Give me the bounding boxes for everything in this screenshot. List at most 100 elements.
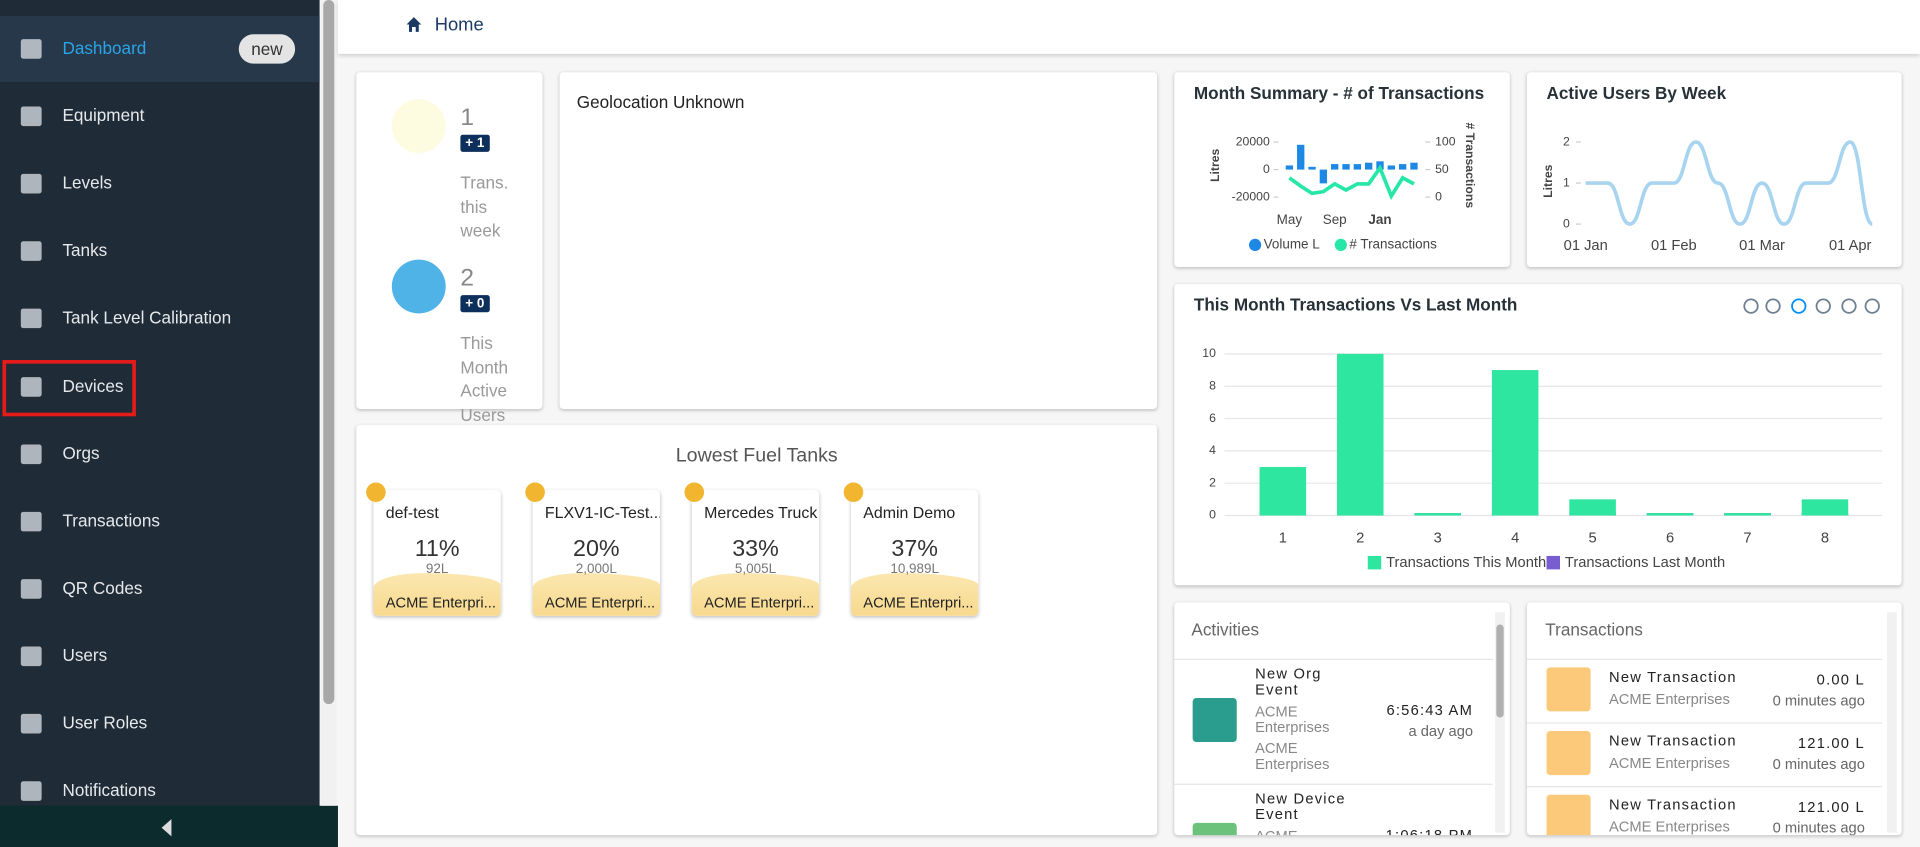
x-tick-label: 2 xyxy=(1356,531,1364,547)
activity-org: ACME xyxy=(1255,828,1341,835)
y-tick-label: 2 xyxy=(1209,475,1216,489)
transaction-ago: 0 minutes ago xyxy=(1772,691,1865,709)
y-tick-label: 1 xyxy=(1563,175,1570,189)
nav-icon xyxy=(20,646,42,666)
nav-item[interactable]: Users xyxy=(62,645,108,665)
nav-icon xyxy=(20,309,42,329)
activity-icon xyxy=(1192,822,1237,836)
activity-icon xyxy=(1192,697,1237,743)
nav-icon xyxy=(20,174,42,194)
nav-item[interactable]: Tanks xyxy=(62,240,108,260)
bar xyxy=(1410,162,1418,170)
scroll-thumb xyxy=(1496,624,1504,718)
nav-item[interactable]: User Roles xyxy=(62,712,148,733)
nav-item[interactable]: Orgs xyxy=(62,442,100,463)
stats-card xyxy=(356,72,543,409)
bar xyxy=(1491,370,1539,516)
y-tick-label: 0 xyxy=(1563,216,1570,230)
y-tick-label: 20000 xyxy=(1236,134,1270,148)
tank-name: Admin Demo xyxy=(863,503,956,522)
transaction-icon[interactable] xyxy=(1546,731,1591,776)
nav-icon xyxy=(20,39,42,59)
tank-level: 20% xyxy=(573,536,620,563)
transaction-amount: 121.00 L xyxy=(1797,734,1865,752)
month-summary-card xyxy=(1174,72,1510,267)
line xyxy=(1585,140,1874,226)
nav-item[interactable]: Equipment xyxy=(62,105,145,126)
nav-item[interactable]: Notifications xyxy=(62,780,156,800)
nav-icon xyxy=(20,241,42,262)
x-tick-label: 1 xyxy=(1279,531,1287,547)
tank-card[interactable]: Mercedes Truck 33% 5,005L ACME Enterpri... xyxy=(691,489,820,616)
geo-card: Geolocation Unknown xyxy=(559,72,1158,409)
stat-icon xyxy=(391,259,446,314)
nav-item[interactable]: Devices xyxy=(62,375,124,395)
nav-item[interactable]: Levels xyxy=(62,172,113,193)
toolbar-icon xyxy=(1841,298,1857,314)
bar xyxy=(1398,164,1407,170)
x-tick-label: 7 xyxy=(1743,531,1751,547)
bar xyxy=(1387,165,1396,170)
bar xyxy=(1569,499,1616,516)
home-icon xyxy=(406,17,422,32)
transaction-ago: 0 minutes ago xyxy=(1772,755,1865,773)
bar xyxy=(1285,165,1294,170)
tank-card[interactable]: FLXV1-IC-Test... 20% 2,000L ACME Enterpri..… xyxy=(532,489,661,616)
bar xyxy=(1414,513,1461,516)
tank-card[interactable]: Admin Demo 37% 10,989L ACME Enterpri... xyxy=(851,489,979,616)
tank-level: 37% xyxy=(891,536,938,563)
y-tick-label: 0 xyxy=(1263,162,1270,176)
nav-item[interactable]: QR Codes xyxy=(62,577,143,598)
transaction-org: ACME Enterprises xyxy=(1608,690,1730,708)
stat-value: 1 xyxy=(460,104,475,132)
nav-item[interactable]: Transactions xyxy=(62,510,160,530)
bar xyxy=(1646,513,1694,516)
x-tick-label: May xyxy=(1277,212,1303,227)
transaction-icon[interactable] xyxy=(1546,794,1591,836)
scroll-thumb[interactable] xyxy=(323,0,335,705)
x-tick-label: 01 Feb xyxy=(1651,238,1697,254)
transactions-card: Transactions New Transaction ACME Enterpri… xyxy=(1526,602,1902,836)
y-tick-label: 8 xyxy=(1209,378,1216,392)
transaction-ago: 0 minutes ago xyxy=(1772,819,1865,836)
tank-level: 33% xyxy=(732,536,779,563)
transaction-amount: 121.00 L xyxy=(1797,798,1865,816)
divider xyxy=(1174,658,1493,661)
tank-fill xyxy=(532,573,661,616)
nav-badge: new xyxy=(238,34,296,64)
warning-badge xyxy=(366,482,386,503)
transaction-icon[interactable] xyxy=(1546,667,1591,712)
chart-title: Month Summary - # of Transactions xyxy=(1194,83,1484,103)
tank-volume: 92L xyxy=(425,562,449,577)
geo-text: Geolocation Unknown xyxy=(576,91,745,112)
bar xyxy=(1308,166,1316,170)
activity-time: 1:06:18 PM xyxy=(1385,826,1474,836)
divider xyxy=(1526,722,1883,724)
scrollbar xyxy=(320,0,337,806)
nav-item[interactable]: Tank Level Calibration xyxy=(62,307,232,328)
collapse-bar[interactable] xyxy=(0,805,338,847)
chart-title: This Month Transactions Vs Last Month xyxy=(1194,295,1518,315)
stat-value: 2 xyxy=(460,264,475,292)
tanks-title: Lowest Fuel Tanks xyxy=(675,445,838,467)
tank-volume: 5,005L xyxy=(734,562,777,577)
y-axis-title: Litres xyxy=(1541,164,1555,198)
legend-label: Volume L xyxy=(1264,236,1321,251)
legend-swatch xyxy=(1248,238,1262,252)
bar xyxy=(1801,499,1849,516)
tank-fill xyxy=(691,573,820,616)
bar xyxy=(1297,144,1305,170)
tank-card[interactable]: def-test 11% 92L ACME Enterpri... xyxy=(373,489,501,616)
y-tick-label: -20000 xyxy=(1232,189,1270,203)
tank-org: ACME Enterpri... xyxy=(385,593,496,612)
nav-item[interactable]: Dashboard xyxy=(62,37,147,58)
breadcrumb[interactable]: Home xyxy=(434,14,484,36)
legend-swatch xyxy=(1546,555,1561,570)
x-tick-label: 01 Apr xyxy=(1829,238,1872,254)
chart-title: Active Users By Week xyxy=(1547,83,1727,103)
legend-label: Transactions This Month xyxy=(1386,555,1546,571)
warning-badge xyxy=(525,482,545,503)
y-tick-label: 10 xyxy=(1202,346,1216,360)
tank-org: ACME Enterpri... xyxy=(544,593,656,612)
